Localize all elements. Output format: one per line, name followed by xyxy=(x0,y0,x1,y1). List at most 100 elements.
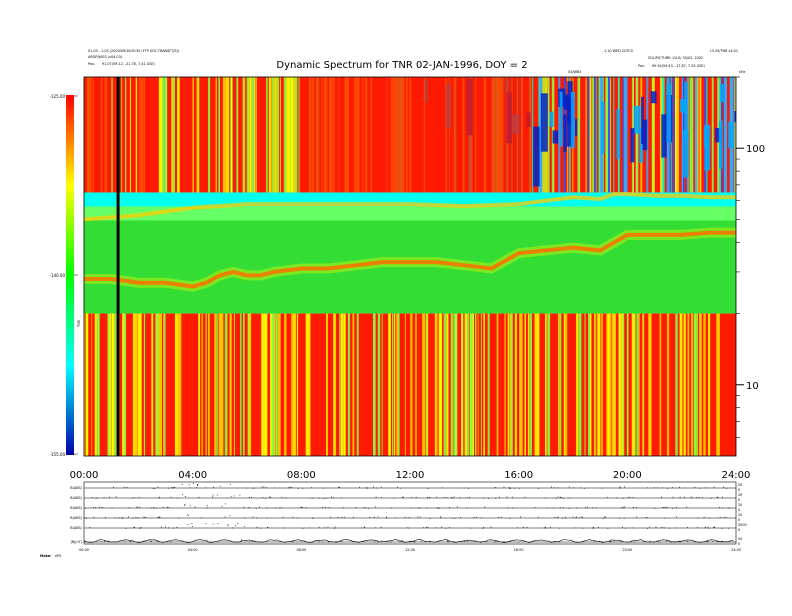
bright-line-upper xyxy=(608,77,611,193)
bright-line-lower xyxy=(675,313,678,456)
bright-line-lower xyxy=(464,313,468,456)
mag-point xyxy=(420,540,422,542)
mag-point xyxy=(251,540,253,542)
mag-point xyxy=(237,523,239,524)
mag-point xyxy=(537,516,539,518)
mag-point xyxy=(325,497,327,499)
footer-format-label: ePS xyxy=(55,554,61,558)
mag-point xyxy=(549,526,551,528)
mag-point xyxy=(560,497,562,498)
mag-point xyxy=(707,541,709,543)
bright-line-upper xyxy=(711,77,714,193)
bright-line-lower xyxy=(415,313,417,456)
mag-point xyxy=(592,526,594,528)
mag-point xyxy=(99,506,100,508)
mag-point xyxy=(450,496,452,498)
bright-line-lower xyxy=(693,313,697,456)
bright-line-upper xyxy=(121,77,123,193)
mag-point xyxy=(333,497,335,499)
mag-point xyxy=(655,526,657,528)
bright-line-lower xyxy=(84,313,86,456)
mag-point xyxy=(280,507,282,509)
bright-line-upper xyxy=(589,77,592,193)
blue-patch xyxy=(666,83,671,143)
mag-point xyxy=(592,527,594,529)
bright-line-upper xyxy=(268,77,272,193)
mag-point xyxy=(514,487,515,489)
blue-patch xyxy=(718,120,723,169)
bright-line-lower xyxy=(544,313,547,456)
mag-point xyxy=(324,507,326,508)
bright-line-upper xyxy=(158,77,162,193)
bright-line-upper xyxy=(163,77,165,193)
bright-line-upper xyxy=(215,77,217,193)
mag-point xyxy=(457,506,458,508)
bright-line-lower xyxy=(393,313,396,456)
mag-point xyxy=(694,486,696,488)
bright-line-lower xyxy=(240,313,242,456)
bright-line-lower xyxy=(220,313,224,456)
bright-line-lower xyxy=(347,313,351,456)
bright-line-lower xyxy=(174,313,178,456)
mag-point xyxy=(200,517,202,519)
bright-line-upper xyxy=(161,77,164,193)
mag-point xyxy=(660,541,661,543)
bright-line-upper xyxy=(283,77,287,193)
mag-point xyxy=(710,497,712,499)
mag-point xyxy=(643,541,645,543)
bright-lines xyxy=(84,77,736,456)
bright-line-upper xyxy=(276,77,280,193)
mag-row-right-tick: 20 xyxy=(738,513,742,517)
mag-point xyxy=(547,507,548,509)
mag-point xyxy=(364,526,365,528)
mag-point xyxy=(494,487,496,489)
mag-point xyxy=(365,507,367,509)
mag-point xyxy=(285,497,287,499)
mag-point xyxy=(658,541,659,543)
mag-point xyxy=(369,517,371,518)
mag-point xyxy=(400,541,402,543)
blue-patch xyxy=(704,124,711,171)
colorbar-gradient xyxy=(66,95,74,455)
bright-line-lower xyxy=(666,313,670,456)
mag-point xyxy=(322,487,324,489)
mag-x-label: 00:00 xyxy=(79,548,89,552)
bright-line-lower xyxy=(474,313,477,456)
blue-patch xyxy=(601,101,605,155)
mag-point xyxy=(661,487,663,489)
bright-line-lower xyxy=(691,313,693,456)
mag-point xyxy=(725,516,727,518)
mag-point xyxy=(666,540,668,542)
mag-point xyxy=(328,507,330,509)
mag-point xyxy=(101,507,103,508)
mag-point xyxy=(498,496,500,498)
mag-point xyxy=(520,516,522,518)
mag-point xyxy=(417,507,419,509)
mag-point xyxy=(622,506,624,508)
mag-point xyxy=(574,527,576,529)
mag-row-label: B(ABS) xyxy=(70,486,82,490)
bright-line-lower xyxy=(233,313,235,456)
bright-line-upper xyxy=(623,77,626,193)
mag-point xyxy=(497,516,499,518)
mag-point xyxy=(722,540,723,542)
blue-patch xyxy=(683,130,689,178)
bright-line-upper xyxy=(598,77,600,193)
mag-point xyxy=(483,526,485,528)
mag-point xyxy=(100,540,102,542)
mag-point xyxy=(448,527,450,529)
mag-point xyxy=(554,516,556,518)
bright-line-upper xyxy=(600,77,602,193)
mag-point xyxy=(131,497,133,499)
mag-point xyxy=(373,486,374,488)
bright-line-lower xyxy=(590,313,592,456)
mag-point xyxy=(722,496,723,498)
bright-line-lower xyxy=(216,313,218,456)
bright-line-lower xyxy=(524,313,526,456)
bright-line-lower xyxy=(305,313,309,456)
mag-point xyxy=(713,527,715,528)
bright-line-upper xyxy=(293,77,295,193)
chart-title: Dynamic Spectrum for TNR 02-JAN-1996, DO… xyxy=(276,60,527,71)
mag-point xyxy=(89,526,91,528)
bright-line-lower xyxy=(377,313,381,456)
